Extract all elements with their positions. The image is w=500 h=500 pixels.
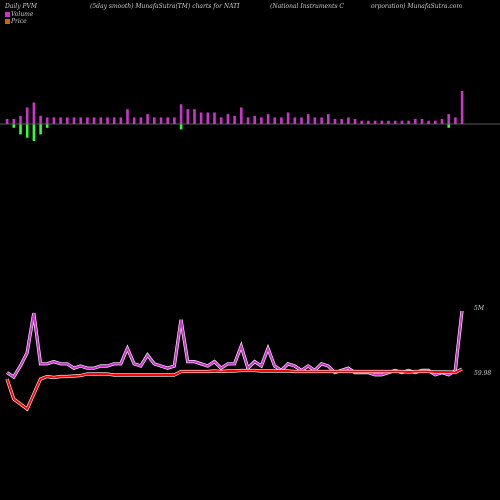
pvm-up-bar xyxy=(173,117,176,124)
pvm-up-bar xyxy=(367,120,370,124)
pvm-up-bar xyxy=(333,119,337,124)
legend-price-label: Price xyxy=(11,18,27,25)
pvm-up-bar xyxy=(454,117,457,124)
pvm-up-bar xyxy=(226,114,230,124)
pvm-up-bar xyxy=(373,120,377,124)
pvm-up-bar xyxy=(132,117,136,124)
pvm-up-bar xyxy=(99,117,103,124)
pvm-up-bar xyxy=(92,117,96,124)
pvm-up-bar xyxy=(280,117,283,124)
chart-title-left: Daily PVM xyxy=(5,3,38,10)
pvm-up-bar xyxy=(347,117,350,124)
pvm-up-bar xyxy=(320,117,323,124)
pvm-up-bar xyxy=(66,117,69,124)
pvm-up-bar xyxy=(146,114,149,124)
legend-volume-label: Volume xyxy=(11,11,34,18)
pvm-up-bar xyxy=(112,117,116,124)
pvm-up-bar xyxy=(106,117,109,124)
pvm-up-bar xyxy=(400,120,404,124)
pvm-up-bar xyxy=(119,117,123,124)
pvm-up-bar xyxy=(273,117,276,124)
legend-price: Price xyxy=(5,18,27,25)
pvm-up-bar xyxy=(126,109,129,124)
pvm-up-bar xyxy=(213,112,216,124)
pvm-up-bar xyxy=(360,120,363,124)
pvm-up-bar xyxy=(293,117,297,124)
pvm-down-bar xyxy=(12,124,16,128)
chart-title-mid1: (5day smooth) MunafaSutra(TM) charts for… xyxy=(90,3,240,10)
pvm-up-bar xyxy=(460,91,464,124)
pvm-up-bar xyxy=(39,115,42,125)
volume-swatch xyxy=(5,12,10,17)
pvm-up-bar xyxy=(19,115,22,125)
pvm-down-bar xyxy=(25,124,29,138)
pvm-up-bar xyxy=(72,117,76,124)
chart-title-right: orporation) MunafaSutra.com xyxy=(371,3,463,10)
pvm-up-bar xyxy=(233,115,236,125)
pvm-up-bar xyxy=(12,119,16,124)
legend-volume: Volume xyxy=(5,11,33,18)
pvm-up-bar xyxy=(286,112,290,124)
pvm-up-bar xyxy=(387,120,390,124)
pvm-up-bar xyxy=(139,117,143,124)
pvm-up-bar xyxy=(206,112,210,124)
pvm-up-bar xyxy=(447,114,450,124)
pvm-up-bar xyxy=(434,120,437,124)
chart-title-mid2: (National Instruments C xyxy=(270,3,344,10)
pvm-up-bar xyxy=(353,119,357,124)
pvm-down-bar xyxy=(45,124,49,128)
pvm-up-bar xyxy=(45,117,49,124)
pvm-up-bar xyxy=(260,117,263,124)
pvm-down-bar xyxy=(39,124,42,135)
pvm-up-bar xyxy=(266,114,270,124)
pvm-up-bar xyxy=(86,117,89,124)
pvm-up-bar xyxy=(79,117,82,124)
pvm-up-bar xyxy=(300,117,303,124)
price-axis-label: 59.98 xyxy=(474,370,491,377)
pvm-up-bar xyxy=(59,117,62,124)
pvm-up-bar xyxy=(253,115,256,125)
pvm-up-bar xyxy=(186,109,190,124)
pvm-up-bar xyxy=(306,114,310,124)
pvm-down-bar xyxy=(179,124,183,130)
pvm-up-bar xyxy=(407,120,410,124)
volume-axis-label: 5M xyxy=(474,305,485,312)
pvm-up-bar xyxy=(240,107,243,124)
pvm-up-bar xyxy=(414,119,417,124)
pvm-up-bar xyxy=(52,117,56,124)
pvm-up-bar xyxy=(327,114,330,124)
pvm-down-bar xyxy=(19,124,22,135)
pvm-up-bar xyxy=(393,120,397,124)
pvm-up-bar xyxy=(313,117,317,124)
pvm-down-bar xyxy=(447,124,450,128)
pvm-up-bar xyxy=(340,119,343,124)
pvm-up-bar xyxy=(153,117,156,124)
pvm-up-bar xyxy=(25,107,29,124)
pvm-down-bar xyxy=(32,124,36,141)
volume-series-line xyxy=(6,310,463,379)
price-swatch xyxy=(5,19,10,24)
pvm-up-bar xyxy=(5,119,9,124)
pvm-up-bar xyxy=(427,120,430,124)
pvm-up-bar xyxy=(193,109,196,124)
pvm-up-bar xyxy=(159,117,163,124)
pvm-up-bar xyxy=(32,102,36,124)
pvm-up-bar xyxy=(420,119,424,124)
pvm-up-bar xyxy=(166,117,169,124)
pvm-up-bar xyxy=(246,117,250,124)
pvm-up-bar xyxy=(179,104,183,124)
pvm-up-bar xyxy=(219,117,223,124)
pvm-up-bar xyxy=(199,112,203,124)
pvm-up-bar xyxy=(440,119,444,124)
pvm-up-bar xyxy=(380,120,384,124)
price-series-line xyxy=(6,368,463,411)
